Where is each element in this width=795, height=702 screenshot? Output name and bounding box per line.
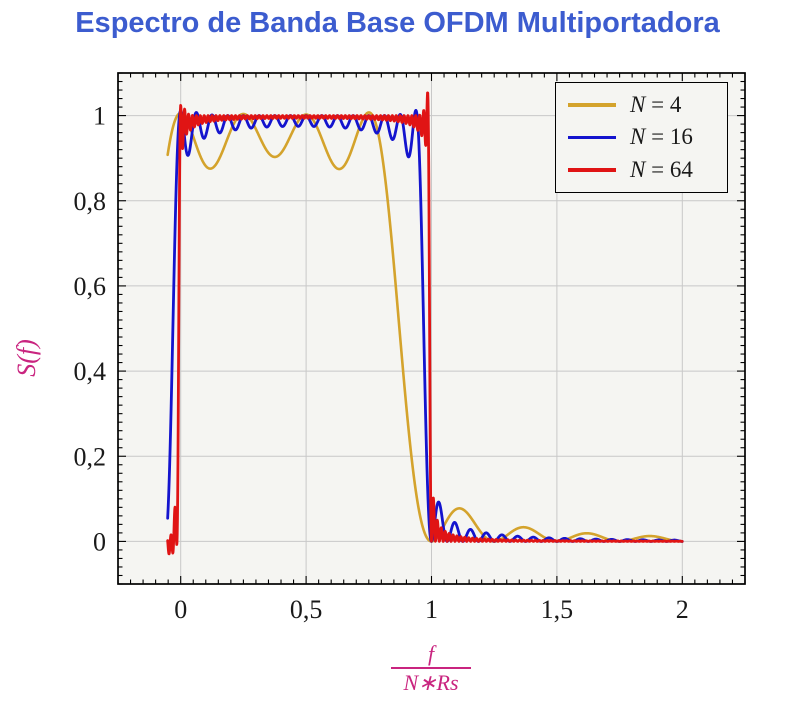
y-tick-label: 0,8 (74, 187, 107, 216)
x-tick-label: 1,5 (541, 595, 574, 624)
x-axis-label: f N∗Rs (391, 642, 471, 694)
y-tick-label: 0,4 (74, 357, 107, 386)
x-tick-label: 0 (174, 595, 187, 624)
series-line-n64 (166, 91, 684, 556)
y-tick-label: 1 (93, 102, 106, 131)
tick-labels: 0 0,5 1 1,5 2 0 0,2 0,4 0,6 0,8 1 (74, 102, 689, 624)
y-axis-label: S(f) (12, 339, 42, 377)
x-axis-label-numerator: f (427, 641, 435, 666)
legend-label: N = 4 (630, 92, 682, 118)
ticks (117, 72, 746, 585)
legend-item-n64: N = 64 (568, 157, 717, 183)
x-axis-label-denominator: N∗Rs (403, 670, 459, 696)
legend: N = 4 N = 16 N = 64 (555, 82, 728, 193)
y-tick-label: 0,6 (74, 272, 107, 301)
legend-item-n16: N = 16 (568, 124, 717, 150)
series-line-n16 (166, 109, 684, 543)
legend-label: N = 64 (630, 156, 693, 182)
legend-swatch-n4 (568, 103, 616, 107)
legend-swatch-n16 (568, 135, 616, 140)
legend-label: N = 16 (630, 124, 693, 150)
legend-swatch-n64 (568, 168, 616, 172)
y-tick-label: 0,2 (74, 442, 107, 471)
legend-item-n4: N = 4 (568, 92, 717, 118)
chart-title: Espectro de Banda Base OFDM Multiportado… (75, 7, 720, 39)
x-tick-label: 1 (425, 595, 438, 624)
x-tick-label: 0,5 (290, 595, 323, 624)
x-tick-label: 2 (676, 595, 689, 624)
y-tick-label: 0 (93, 527, 106, 556)
y-axis-label-text: S(f) (12, 339, 41, 377)
series-lines (166, 91, 684, 556)
fraction-bar (391, 667, 471, 670)
